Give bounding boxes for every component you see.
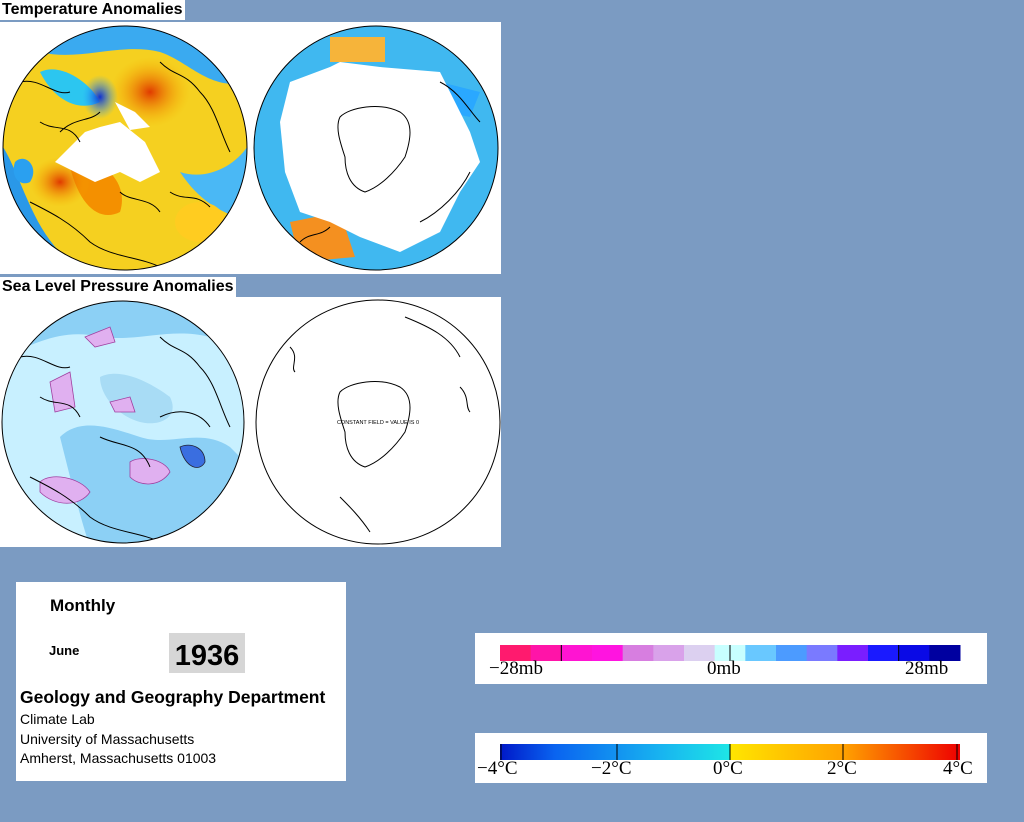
- pressure-swatch: [929, 645, 961, 661]
- pressure-south-map: CONSTANT FIELD = VALUE IS 0: [255, 299, 501, 545]
- pressure-swatch: [561, 645, 593, 661]
- pressure-maps-panel: CONSTANT FIELD = VALUE IS 0: [0, 297, 501, 547]
- pressure-swatch: [837, 645, 869, 661]
- address-label: Amherst, Massachusetts 01003: [20, 750, 217, 766]
- pressure-max-label: 28mb: [905, 658, 949, 679]
- period-label: Monthly: [50, 596, 116, 615]
- temperature-color-bar: [500, 744, 960, 760]
- year-label: 1936: [169, 633, 245, 673]
- pressure-swatch: [622, 645, 654, 661]
- pressure-swatch: [530, 645, 562, 661]
- pressure-north-map: [1, 300, 245, 544]
- temperature-north-map: [2, 25, 248, 271]
- constant-field-label: CONSTANT FIELD = VALUE IS 0: [337, 420, 419, 426]
- university-label: University of Massachusetts: [20, 731, 195, 747]
- pressure-swatch: [806, 645, 838, 661]
- pressure-swatch: [500, 645, 532, 661]
- temperature-south-map: [253, 25, 499, 271]
- pressure-swatch: [868, 645, 900, 661]
- temp-label-0: 0°C: [713, 758, 743, 779]
- month-label: June: [49, 643, 80, 658]
- pressure-swatch: [776, 645, 808, 661]
- temp-label-neg2: −2°C: [591, 758, 632, 779]
- pressure-swatch: [745, 645, 777, 661]
- pressure-color-bar: [500, 645, 961, 661]
- pressure-color-scale: −28mb 0mb 28mb: [475, 633, 987, 684]
- pressure-mid-label: 0mb: [707, 658, 741, 679]
- pressure-swatch: [653, 645, 685, 661]
- pressure-min-label: −28mb: [489, 658, 543, 679]
- temperature-maps-panel: [0, 22, 501, 274]
- pressure-swatch: [898, 645, 930, 661]
- info-box: Monthly June 1936 Geology and Geography …: [16, 582, 346, 781]
- temp-label-2: 2°C: [827, 758, 857, 779]
- pressure-swatch: [684, 645, 716, 661]
- department-label: Geology and Geography Department: [20, 687, 326, 707]
- pressure-title: Sea Level Pressure Anomalies: [0, 277, 236, 297]
- temperature-color-scale: −4°C −2°C 0°C 2°C 4°C: [475, 733, 987, 783]
- temperature-title: Temperature Anomalies: [0, 0, 185, 20]
- temp-label-neg4: −4°C: [477, 758, 518, 779]
- pressure-swatch: [592, 645, 624, 661]
- lab-label: Climate Lab: [20, 711, 95, 727]
- temp-label-4: 4°C: [943, 758, 973, 779]
